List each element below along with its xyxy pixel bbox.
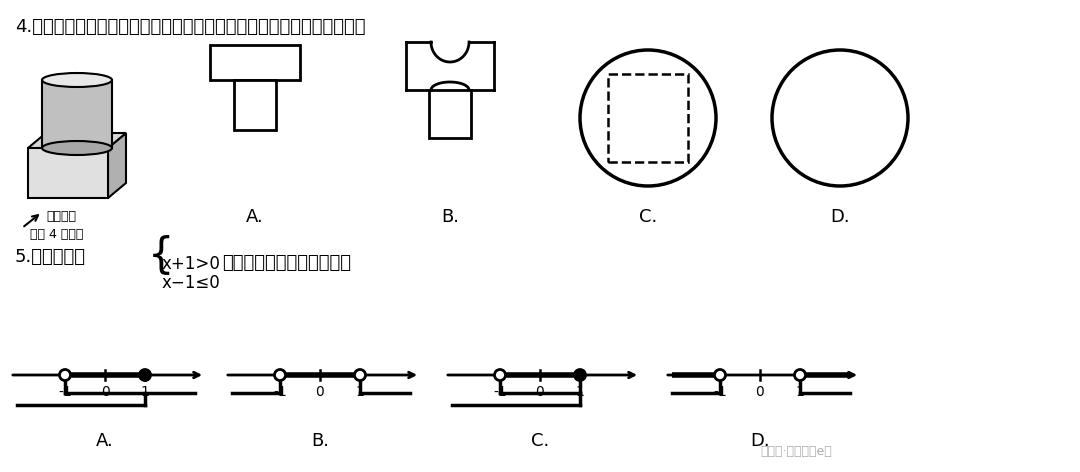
Text: 1: 1: [140, 385, 149, 399]
Circle shape: [274, 370, 285, 380]
Text: D.: D.: [751, 432, 770, 450]
Text: 1: 1: [355, 385, 364, 399]
Text: x+1>0: x+1>0: [162, 255, 221, 273]
Circle shape: [354, 370, 365, 380]
Text: C.: C.: [639, 208, 657, 226]
Circle shape: [795, 370, 806, 380]
Text: B.: B.: [311, 432, 329, 450]
Text: 0: 0: [100, 385, 109, 399]
Ellipse shape: [42, 141, 112, 155]
Text: -1: -1: [273, 385, 287, 399]
Bar: [234, 80, 276, 130]
Circle shape: [715, 370, 726, 380]
Text: {: {: [148, 235, 175, 277]
Circle shape: [575, 370, 585, 380]
Polygon shape: [28, 133, 126, 148]
Bar: [42, 80, 112, 148]
Polygon shape: [108, 133, 126, 198]
Circle shape: [772, 50, 908, 186]
Text: -1: -1: [713, 385, 727, 399]
Circle shape: [139, 370, 150, 380]
Bar: [429, 90, 471, 138]
Text: （第 4 题图）: （第 4 题图）: [30, 228, 83, 241]
Circle shape: [495, 370, 505, 380]
Text: 4.　如图所示的几何体是由一个圆柱和一个长方体组成的，它的主视图是: 4. 如图所示的几何体是由一个圆柱和一个长方体组成的，它的主视图是: [15, 18, 365, 36]
Bar: [210, 45, 300, 80]
Text: 的解在数轴上表示正确的是: 的解在数轴上表示正确的是: [222, 254, 351, 272]
Circle shape: [580, 50, 716, 186]
Text: 0: 0: [315, 385, 324, 399]
Text: 0: 0: [536, 385, 544, 399]
Text: A.: A.: [96, 432, 113, 450]
Text: A.: A.: [246, 208, 264, 226]
Text: 1: 1: [796, 385, 805, 399]
Text: C.: C.: [531, 432, 549, 450]
Text: x−1≤0: x−1≤0: [162, 274, 220, 292]
Text: 5.　不等式组: 5. 不等式组: [15, 248, 86, 266]
Text: 主视方向: 主视方向: [46, 210, 76, 223]
Text: -1: -1: [58, 385, 72, 399]
Text: -1: -1: [494, 385, 507, 399]
Text: 公众号·初中数学e家: 公众号·初中数学e家: [760, 445, 832, 458]
Bar: [28, 148, 108, 198]
Text: D.: D.: [831, 208, 850, 226]
Text: B.: B.: [441, 208, 459, 226]
Text: 1: 1: [576, 385, 584, 399]
Ellipse shape: [42, 73, 112, 87]
Text: 0: 0: [756, 385, 765, 399]
Bar: [608, 74, 688, 162]
Circle shape: [59, 370, 70, 380]
